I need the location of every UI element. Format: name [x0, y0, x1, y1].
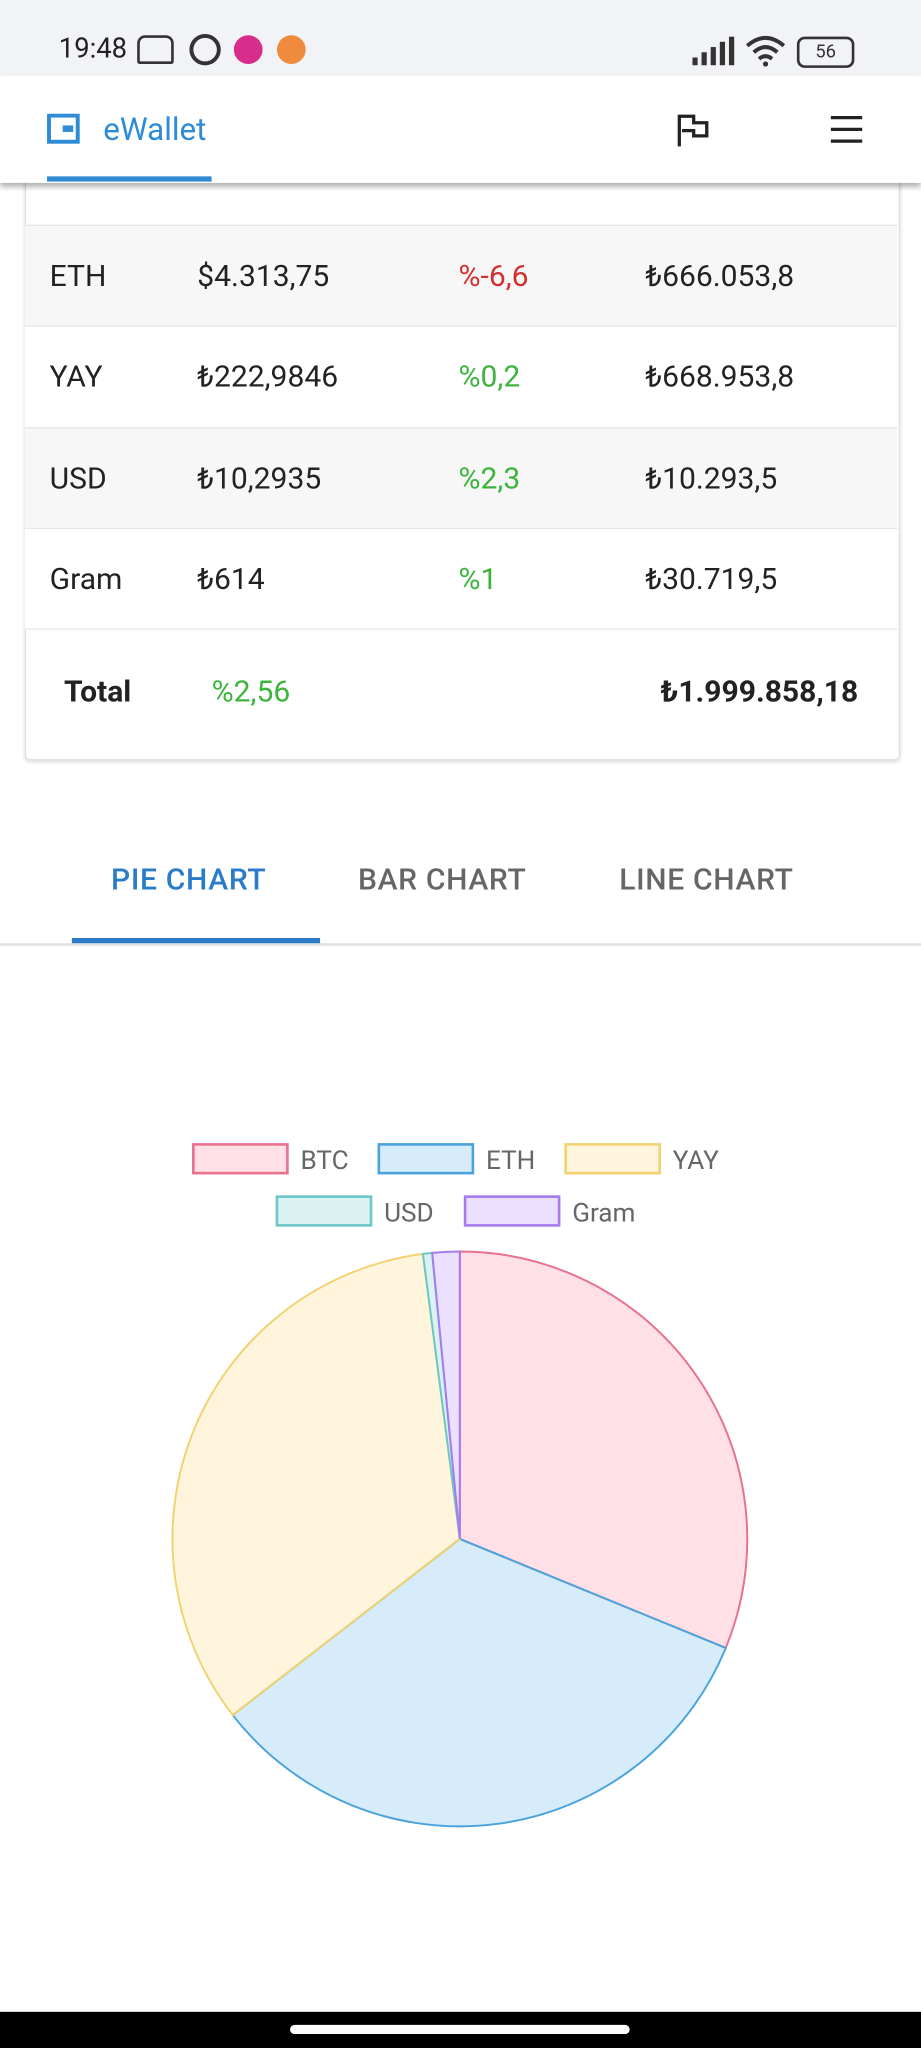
table-row: ETH $4.313,75 %-6,6 ₺666.053,8	[24, 224, 898, 327]
legend-swatch	[564, 1143, 662, 1175]
table-row: Gram ₺614 %1 ₺30.719,5	[24, 527, 898, 630]
flag-button[interactable]	[677, 114, 711, 148]
legend-swatch	[377, 1143, 475, 1175]
legend-swatch	[463, 1195, 561, 1227]
signal-icon	[692, 36, 735, 66]
battery: 56	[796, 36, 855, 68]
table-cell: %1	[458, 561, 498, 597]
active-indicator	[47, 176, 212, 182]
table-cell: YAY	[49, 359, 103, 395]
pie-slice	[231, 1537, 728, 1828]
legend-label: USD	[384, 1198, 434, 1228]
total-change: %2,56	[211, 674, 291, 710]
legend-label: Gram	[572, 1198, 635, 1228]
table: ETH $4.313,75 %-6,6 ₺666.053,8 YAY ₺222,9846%…	[0, 0, 921, 784]
icon	[189, 33, 221, 66]
total-row: Total %2,56 ₺1.999.858,18	[24, 628, 898, 759]
table-cell: ₺668.953,8	[645, 359, 795, 395]
app-title[interactable]: eWallet	[103, 111, 207, 148]
icon	[276, 35, 306, 65]
table-cell: %2,3	[458, 460, 521, 496]
menu-button[interactable]	[830, 114, 864, 145]
status-bar: 19:48 56	[0, 0, 921, 76]
table-cell: ₺666.053,8	[645, 258, 795, 294]
legend-label: BTC	[300, 1146, 348, 1176]
table-cell: ₺10.293,5	[645, 460, 778, 496]
table-cell: USD	[49, 460, 107, 496]
legend-label: ETH	[486, 1146, 535, 1176]
wifi-icon	[745, 35, 786, 67]
tab[interactable]: BAR CHART	[357, 862, 527, 898]
icon	[137, 35, 174, 65]
pie-slice	[171, 1252, 461, 1717]
tab[interactable]: LINE CHART	[619, 862, 794, 898]
pie-slice	[458, 1250, 749, 1650]
pie-slice	[431, 1250, 461, 1540]
legend-swatch	[275, 1195, 373, 1227]
total-label: Total	[64, 674, 132, 710]
table-cell: ₺10,2935	[197, 460, 322, 496]
table-cell: $4.313,75	[197, 258, 330, 294]
table-cell: ETH	[49, 258, 107, 294]
legend-swatch	[192, 1143, 289, 1175]
total-amount: ₺1.999.858,18	[660, 674, 859, 710]
table-cell: ₺222,9846	[197, 359, 339, 395]
app-bar: eWallet	[0, 75, 921, 183]
table-cell: ₺30.719,5	[645, 561, 778, 597]
legend-label: YAY	[673, 1146, 719, 1176]
wallet-icon	[47, 113, 80, 144]
table-row: YAY ₺222,9846 %0,2 ₺668.953,8	[24, 325, 898, 428]
table-cell: %0,2	[458, 359, 521, 395]
tab-indicator	[71, 937, 321, 944]
tab-divider	[0, 943, 921, 946]
table-cell: Gram	[49, 561, 123, 597]
nav-bar	[0, 2011, 921, 2048]
table-cell: %-6,6	[458, 258, 529, 294]
tab[interactable]: PIE CHART	[111, 862, 267, 898]
table-cell: ₺614	[197, 561, 265, 597]
icon	[233, 35, 263, 65]
time: 19:48	[58, 33, 128, 66]
table-row: USD ₺10,2935 %2,3 ₺10.293,5	[24, 426, 898, 529]
home-indicator[interactable]	[290, 2024, 630, 2035]
